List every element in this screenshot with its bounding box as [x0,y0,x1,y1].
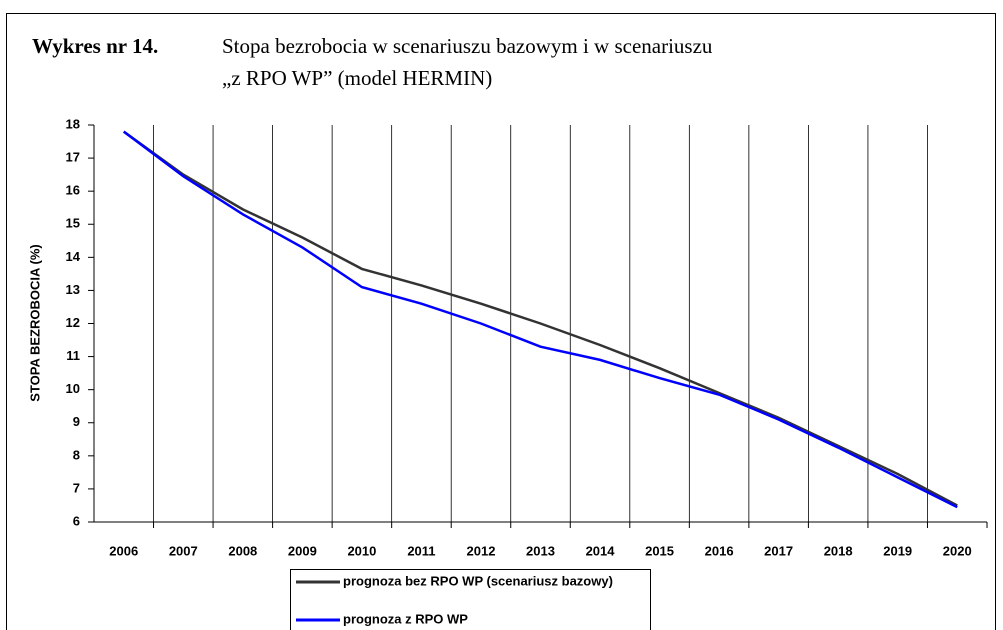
y-tick-label: 6 [73,513,80,528]
chart-subtitle: „z RPO WP” (model HERMIN) [222,66,492,90]
line-series [123,130,958,507]
y-tick-label: 8 [73,447,80,462]
legend [290,569,651,630]
y-axis-label: STOPA BEZROBOCIA (%) [27,244,42,401]
y-tick-label: 15 [66,216,80,231]
x-tick-label: 2007 [169,543,198,558]
y-tick-label: 12 [66,315,80,330]
y-tick-label: 17 [66,150,80,165]
y-tick-label: 18 [66,116,80,131]
chart-subtitle: Stopa bezrobocia w scenariuszu bazowym i… [222,34,713,58]
x-tick-label: 2015 [645,543,674,558]
x-tick-label: 2016 [705,543,734,558]
y-tick-label: 16 [66,183,80,198]
x-tick-label: 2019 [883,543,912,558]
y-tick-label: 9 [73,414,80,429]
y-tick-label: 7 [73,480,80,495]
x-tick-label: 2014 [586,543,616,558]
x-tick-label: 2010 [347,543,376,558]
legend-label: prognoza z RPO WP [343,611,468,626]
x-tick-label: 2006 [109,543,138,558]
y-tick-label: 10 [66,381,80,396]
x-tick-label: 2012 [467,543,496,558]
y-tick-label: 13 [66,282,80,297]
legend-label: prognoza bez RPO WP (scenariusz bazowy) [343,573,613,588]
frame [6,13,996,630]
x-tick-label: 2018 [824,543,853,558]
x-tick-label: 2011 [407,543,435,558]
x-tick-label: 2009 [288,543,317,558]
y-tick-label: 11 [66,348,80,363]
x-tick-label: 2017 [764,543,793,558]
x-tick-label: 2008 [228,543,257,558]
chart-title: Wykres nr 14. [32,34,158,58]
line-series [123,130,958,509]
x-tick-label: 2020 [943,543,972,558]
x-tick-label: 2013 [526,543,555,558]
y-tick-label: 14 [66,249,81,264]
